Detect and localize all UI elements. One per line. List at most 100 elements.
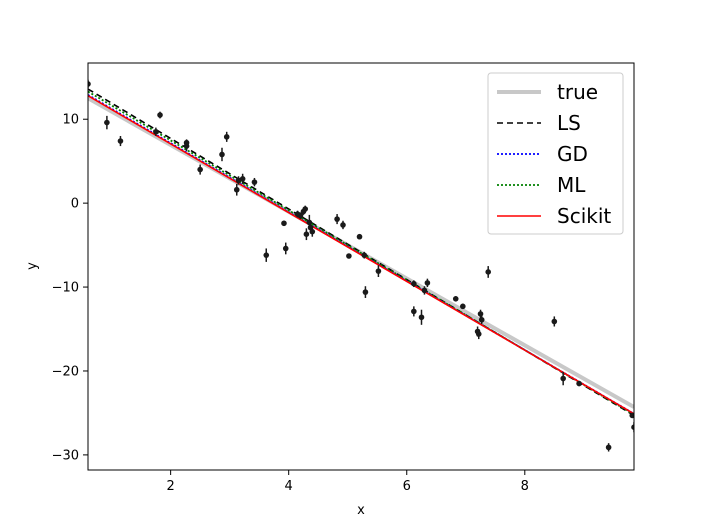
point-marker: [281, 220, 287, 227]
data-point: [421, 286, 428, 295]
point-marker: [183, 139, 190, 146]
legend-entry-ml: ML: [497, 173, 586, 197]
data-point: [117, 136, 124, 147]
legend-entry-scikit: Scikit: [497, 204, 611, 228]
point-marker: [631, 424, 634, 431]
point-marker: [297, 212, 304, 219]
point-marker: [411, 308, 417, 315]
data-point: [418, 309, 425, 325]
point-marker: [104, 119, 110, 126]
legend-label: ML: [557, 173, 586, 197]
legend-entry-ls: LS: [497, 111, 581, 135]
data-point: [361, 251, 368, 259]
point-marker: [356, 233, 363, 240]
point-marker: [117, 138, 124, 144]
point-marker: [197, 166, 203, 173]
point-marker: [346, 253, 352, 259]
point-marker: [239, 176, 246, 182]
point-marker: [551, 318, 558, 325]
point-marker: [478, 316, 485, 323]
point-marker: [375, 268, 382, 274]
data-point: [411, 280, 417, 288]
data-point: [153, 127, 159, 137]
point-marker: [306, 219, 313, 226]
point-marker: [475, 331, 482, 337]
data-point: [297, 212, 304, 220]
point-marker: [263, 252, 270, 258]
point-marker: [605, 444, 612, 451]
data-point: [233, 183, 240, 196]
point-marker: [309, 228, 316, 235]
point-marker: [303, 231, 310, 237]
y-tick-label: −10: [52, 281, 79, 296]
data-point: [239, 173, 246, 184]
fit-lines: [88, 88, 634, 417]
legend-entry-gd: GD: [497, 142, 588, 166]
legend: true LS GD ML Scikit: [487, 72, 624, 235]
data-point: [302, 205, 309, 213]
point-marker: [251, 179, 258, 185]
data-point: [485, 266, 492, 278]
point-marker: [153, 129, 159, 135]
legend-label: true: [557, 80, 598, 104]
data-point: [424, 278, 431, 288]
data-point: [281, 220, 287, 227]
legend-label: Scikit: [557, 204, 611, 228]
point-marker: [629, 412, 634, 419]
data-point: [629, 412, 634, 419]
data-point: [157, 111, 163, 119]
data-point: [340, 220, 346, 230]
x-tick-label: 4: [285, 479, 293, 494]
y-tick-label: −20: [52, 364, 79, 379]
point-marker: [282, 245, 289, 252]
legend-entry-true: true: [497, 80, 598, 104]
y-axis-label: y: [25, 262, 40, 270]
point-marker: [485, 269, 492, 275]
data-point: [303, 228, 310, 241]
point-marker: [424, 280, 431, 286]
x-axis-label: x: [357, 503, 365, 518]
data-points: [88, 79, 634, 452]
point-marker: [421, 287, 428, 294]
legend-label: GD: [557, 142, 588, 166]
point-marker: [576, 380, 582, 387]
data-point: [551, 316, 558, 327]
point-marker: [362, 289, 369, 295]
data-point: [282, 242, 289, 255]
data-point: [375, 265, 382, 277]
point-marker: [418, 314, 425, 321]
data-point: [104, 115, 110, 130]
data-point: [631, 422, 634, 433]
line-scikit: [88, 95, 634, 415]
point-marker: [233, 186, 240, 193]
x-tick-label: 6: [403, 479, 411, 494]
data-point: [197, 164, 203, 175]
point-marker: [477, 311, 484, 317]
point-marker: [334, 216, 340, 222]
data-point: [263, 248, 270, 262]
point-marker: [157, 112, 163, 118]
data-point: [356, 233, 363, 240]
data-point: [560, 371, 566, 386]
point-marker: [219, 151, 225, 158]
point-marker: [302, 206, 309, 212]
data-point: [477, 309, 484, 319]
point-marker: [223, 134, 230, 140]
data-point: [334, 214, 340, 225]
point-marker: [452, 296, 459, 302]
data-point: [411, 306, 417, 317]
y-tick-label: 10: [62, 113, 79, 128]
legend-label: LS: [557, 111, 581, 135]
point-marker: [411, 280, 417, 287]
y-tick-label: −30: [52, 448, 79, 463]
data-point: [346, 253, 352, 259]
data-point: [362, 286, 369, 298]
data-point: [605, 443, 612, 452]
point-marker: [361, 252, 368, 258]
data-point: [452, 296, 459, 302]
y-axis-ticks: 10 0 −10 −20 −30: [52, 113, 88, 463]
x-axis-ticks: 2 4 6 8: [166, 470, 529, 494]
data-point: [183, 139, 190, 147]
point-marker: [460, 303, 466, 310]
